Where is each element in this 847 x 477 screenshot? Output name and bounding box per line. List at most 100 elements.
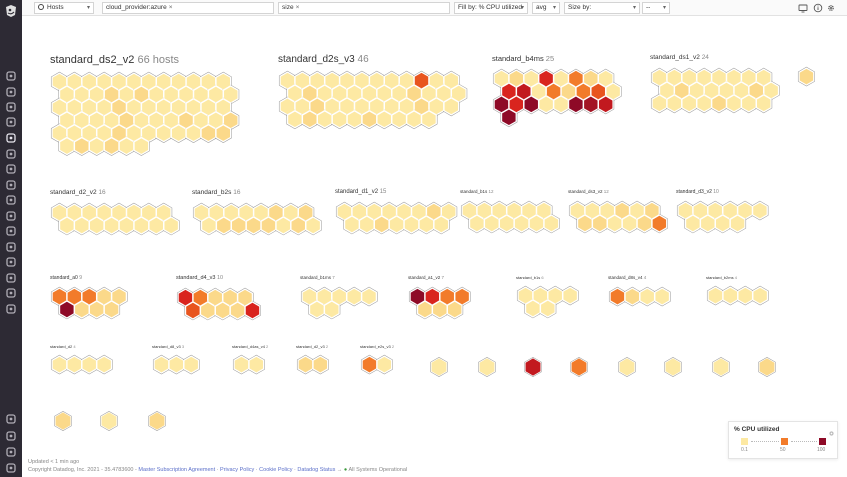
host-hex[interactable] — [462, 201, 477, 219]
host-hex[interactable] — [169, 356, 184, 374]
host-hex[interactable] — [447, 300, 463, 318]
host-hex[interactable] — [171, 124, 186, 142]
host-hex[interactable] — [245, 301, 260, 319]
host-hex[interactable] — [523, 69, 539, 87]
host-hex[interactable] — [494, 69, 509, 87]
remove-tag-icon[interactable]: × — [295, 4, 300, 11]
host-hex[interactable] — [309, 300, 325, 318]
infrastructure-icon[interactable] — [5, 132, 17, 144]
host-hex[interactable] — [529, 214, 544, 232]
status-link[interactable]: Datadog Status — [297, 467, 336, 473]
host-hex[interactable] — [737, 202, 753, 220]
host-hex[interactable] — [553, 69, 569, 87]
group-title[interactable]: standard_d2_v2 16 — [50, 189, 106, 196]
host-hex[interactable] — [186, 98, 201, 116]
host-hex[interactable] — [156, 203, 172, 221]
host-hex[interactable] — [425, 287, 440, 305]
host-hex[interactable] — [134, 137, 149, 155]
host-hex[interactable] — [583, 69, 599, 87]
group-title[interactable]: standard_d8_v3 3 — [152, 344, 184, 349]
host-hex[interactable] — [89, 111, 105, 129]
host-hex[interactable] — [332, 110, 347, 128]
host-hex[interactable] — [186, 124, 201, 142]
host-hex[interactable] — [639, 287, 655, 305]
host-hex[interactable] — [741, 94, 757, 112]
host-hex[interactable] — [81, 203, 97, 221]
host-hex[interactable] — [678, 202, 693, 220]
host-hex[interactable] — [215, 124, 231, 142]
host-hex[interactable] — [194, 203, 209, 221]
host-hex[interactable] — [344, 216, 360, 233]
host-hex[interactable] — [163, 86, 179, 103]
host-hex[interactable] — [592, 214, 608, 232]
host-hex[interactable] — [719, 81, 734, 99]
host-hex[interactable] — [290, 216, 306, 234]
group-title[interactable]: standard_ds3_v2 12 — [568, 189, 609, 194]
host-hex[interactable] — [711, 68, 727, 86]
host-hex[interactable] — [429, 97, 444, 115]
host-hex[interactable] — [59, 86, 75, 103]
host-hex[interactable] — [756, 68, 772, 86]
host-hex[interactable] — [104, 216, 119, 234]
host-hex[interactable] — [410, 287, 425, 305]
host-hex[interactable] — [59, 216, 75, 234]
host-hex[interactable] — [652, 68, 667, 86]
host-hex[interactable] — [585, 201, 600, 219]
host-hex[interactable] — [346, 287, 362, 305]
host-hex[interactable] — [223, 203, 239, 221]
filter-input[interactable]: cloud_provider:azure × — [102, 2, 274, 14]
host-hex[interactable] — [533, 287, 548, 305]
host-hex[interactable] — [730, 215, 745, 232]
logs-icon[interactable] — [5, 256, 17, 268]
host-hex[interactable] — [362, 110, 377, 128]
host-hex[interactable] — [571, 358, 587, 376]
host-hex[interactable] — [134, 111, 149, 129]
host-hex[interactable] — [509, 95, 524, 113]
host-hex[interactable] — [521, 201, 537, 219]
host-hex[interactable] — [104, 301, 119, 318]
alert-icon[interactable] — [5, 148, 17, 160]
host-hex[interactable] — [141, 203, 157, 221]
host-hex[interactable] — [570, 201, 585, 219]
host-hex[interactable] — [223, 86, 239, 103]
host-hex[interactable] — [148, 86, 164, 103]
host-hex[interactable] — [667, 68, 682, 86]
host-hex[interactable] — [689, 81, 705, 99]
host-hex[interactable] — [280, 72, 295, 90]
group-title[interactable]: standard_d2_v3 2 — [296, 344, 328, 349]
host-hex[interactable] — [261, 216, 276, 234]
datadog-logo-icon[interactable] — [3, 3, 19, 19]
host-hex[interactable] — [67, 124, 82, 142]
host-hex[interactable] — [216, 216, 232, 234]
group-title[interactable]: standard_b1s 6 — [516, 275, 544, 280]
host-hex[interactable] — [111, 73, 127, 91]
host-hex[interactable] — [156, 73, 172, 91]
host-hex[interactable] — [59, 301, 75, 318]
host-hex[interactable] — [111, 288, 127, 306]
view-select[interactable]: Hosts ▾ — [34, 2, 94, 14]
shield-icon[interactable] — [5, 287, 17, 299]
host-hex[interactable] — [126, 124, 142, 142]
host-hex[interactable] — [148, 111, 164, 129]
host-hex[interactable] — [756, 94, 772, 112]
host-hex[interactable] — [81, 288, 97, 306]
group-title[interactable]: standard_d2 4 — [50, 344, 76, 349]
host-hex[interactable] — [763, 81, 779, 99]
host-hex[interactable] — [246, 216, 261, 234]
host-hex[interactable] — [354, 72, 370, 90]
host-hex[interactable] — [516, 82, 532, 100]
host-hex[interactable] — [67, 98, 82, 116]
host-hex[interactable] — [207, 288, 223, 306]
star-icon[interactable] — [5, 303, 17, 315]
host-hex[interactable] — [283, 203, 299, 221]
host-hex[interactable] — [523, 95, 539, 113]
host-hex[interactable] — [96, 288, 112, 306]
host-hex[interactable] — [331, 287, 347, 305]
host-hex[interactable] — [104, 86, 119, 103]
host-hex[interactable] — [599, 201, 615, 219]
host-hex[interactable] — [96, 203, 112, 221]
host-hex[interactable] — [238, 203, 254, 221]
host-hex[interactable] — [119, 111, 134, 129]
host-hex[interactable] — [171, 98, 186, 116]
gear-icon[interactable] — [828, 424, 835, 436]
